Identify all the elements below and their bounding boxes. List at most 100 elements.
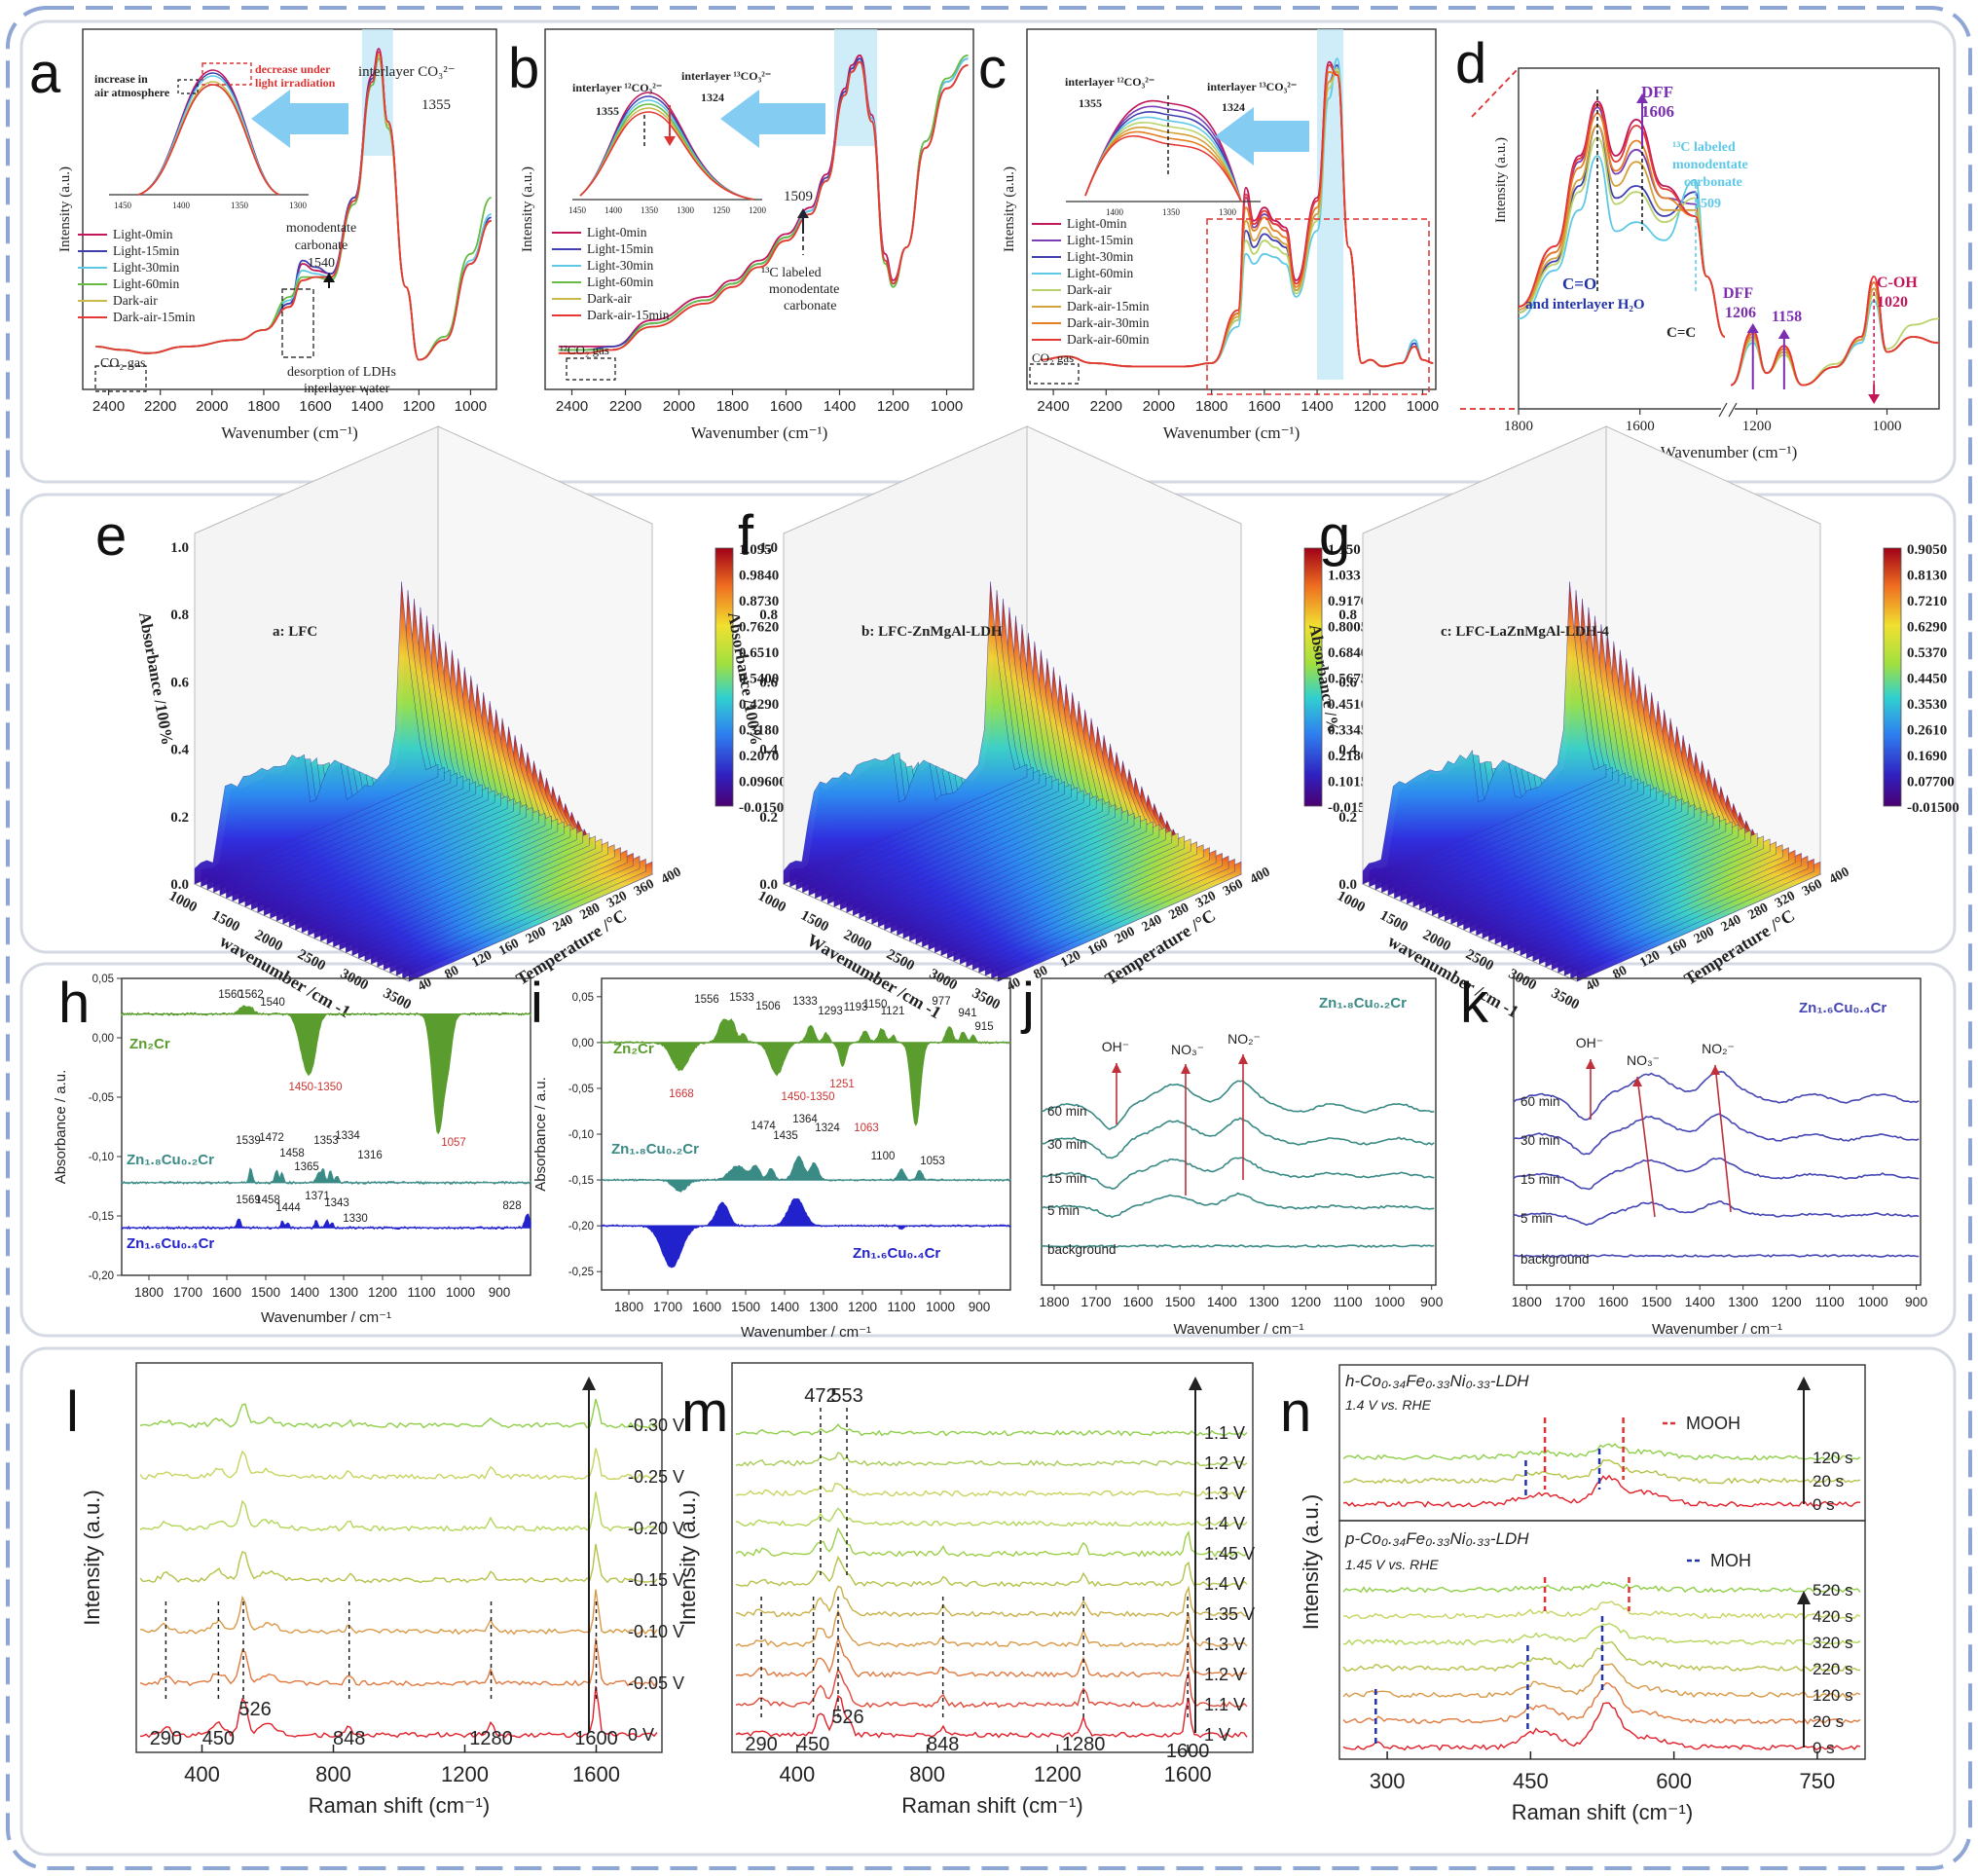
colorbar-label: 0.2180	[1328, 749, 1368, 764]
y-tick-label: 0.8	[759, 607, 778, 623]
inset-tick-label: 1400	[172, 201, 191, 210]
trace-label: 1.4 V	[1204, 1574, 1245, 1594]
annotation: 1158	[1772, 309, 1802, 325]
x-tick-label: 800	[315, 1762, 351, 1786]
y-tick-label: 0.6	[1338, 675, 1357, 690]
t-tick-label: 40	[416, 975, 434, 995]
inset-tick-label: 1200	[749, 205, 767, 215]
annotation: ¹³C labeled	[1672, 140, 1736, 155]
x-tick-label: 1400	[824, 398, 856, 415]
trace-label: -0.15 V	[628, 1570, 684, 1590]
zoom-guide	[1471, 67, 1520, 118]
panel-c-frame	[1026, 28, 1437, 390]
y-tick-label: 0,00	[572, 1038, 594, 1049]
guide-arrow-head	[1238, 1054, 1248, 1064]
peak-label: 941	[958, 1008, 976, 1019]
trace-label: 5 min	[1520, 1211, 1553, 1226]
inset-tick-label: 1350	[1162, 207, 1181, 217]
peak-label: 1560	[218, 989, 243, 1001]
trace-label: 15 min	[1047, 1171, 1087, 1186]
colorbar-label: 1.095	[739, 542, 772, 558]
series-label: Zn₁.₆Cu₀.₄Cr	[853, 1245, 940, 1262]
annotation: light irradiation	[255, 76, 336, 90]
series-label: Zn₁.₈Cu₀.₂Cr	[127, 1152, 214, 1168]
peak-label: 1472	[259, 1132, 284, 1144]
y-tick-label: 0.2	[170, 810, 189, 826]
trace-label: 0 V	[628, 1725, 654, 1745]
y-tick-label: 0.0	[759, 877, 778, 893]
x-tick-label: 1600	[770, 398, 802, 415]
x-tick-label: 2200	[144, 398, 176, 415]
colorbar-label: 0.5370	[1907, 645, 1947, 661]
panel-b-frame	[544, 28, 974, 390]
y-tick-label: -0,05	[568, 1084, 594, 1095]
x-tick-label: 1200	[848, 1300, 877, 1314]
x-tick-label: 1600	[299, 398, 331, 415]
annotation: monodentate	[1672, 158, 1748, 172]
x-tick-label: 1700	[653, 1300, 682, 1314]
panel-a-frame	[82, 28, 497, 390]
x-tick-label: 900	[969, 1300, 991, 1314]
trace-label: 30 min	[1047, 1137, 1087, 1152]
trace	[1342, 1702, 1861, 1751]
x-tick-label: 1800	[614, 1300, 643, 1314]
legend-entry: Light-15min	[587, 241, 653, 256]
x-tick-label: 2400	[1037, 398, 1069, 415]
panel-letter-h: h	[58, 972, 90, 1035]
colorbar-label: 0.09600	[739, 775, 787, 791]
x-tick-label: 300	[1370, 1769, 1406, 1793]
x-tick-label: 1600	[692, 1300, 721, 1314]
x-tick-label: 1800	[1195, 398, 1227, 415]
annotation: carbonate	[1684, 175, 1742, 190]
annotation: 1509	[784, 189, 813, 204]
y-axis-label: Absorbance / a.u.	[532, 1077, 549, 1192]
peak-label: 1556	[694, 994, 719, 1006]
peak-label: 1150	[863, 999, 888, 1011]
x-axis-label: Wavenumber / cm⁻¹	[741, 1324, 871, 1341]
x-tick-label: 750	[1800, 1769, 1836, 1793]
x-tick-label: 1600	[212, 1285, 241, 1300]
peak-label: 1435	[773, 1130, 798, 1142]
x-tick-label: 1000	[446, 1285, 475, 1300]
trace	[736, 1423, 1248, 1437]
x-tick-label: 1000	[1873, 419, 1902, 434]
inset-tick-label: 1250	[713, 205, 731, 215]
trace	[1342, 1474, 1861, 1508]
x-tick-label: 1500	[731, 1300, 760, 1314]
outer-frame	[6, 6, 1972, 1870]
trace-label: 1.1 V	[1204, 1695, 1245, 1714]
inset-curve	[1084, 121, 1242, 202]
x-tick-label: 1200	[1742, 419, 1772, 434]
y-tick-label: 0.4	[170, 743, 189, 758]
colorbar	[714, 547, 734, 807]
x-tick-label: 400	[184, 1762, 220, 1786]
guide-arrow-head	[1112, 1063, 1121, 1073]
x-tick-label: 1800	[1504, 419, 1533, 434]
panel-letter-i: i	[531, 972, 543, 1035]
x-tick-label: 1300	[1728, 1294, 1758, 1309]
annotation: carbonate	[295, 239, 348, 253]
dashed-box	[1029, 363, 1080, 385]
trace	[735, 1609, 1248, 1648]
x-tick-label: 2400	[92, 398, 125, 415]
panel-letter-d: d	[1455, 32, 1486, 95]
colorbar	[1303, 547, 1323, 807]
trace-label: background	[1520, 1252, 1590, 1267]
legend-entry: Dark-air-15min	[113, 310, 196, 324]
trace-label: 0 s	[1813, 1495, 1835, 1514]
peak-label: 1474	[751, 1121, 776, 1132]
panel-letter-l: l	[66, 1380, 79, 1444]
peak-arrow-head	[797, 208, 809, 218]
x-axis-label: Raman shift (cm⁻¹)	[1512, 1800, 1693, 1824]
trace	[735, 1694, 1248, 1739]
legend-entry: Dark-air-60min	[1067, 332, 1150, 347]
zoom-box	[1206, 218, 1430, 395]
colorbar-label: 0.2610	[1907, 723, 1947, 739]
panel-letter-g: g	[1319, 504, 1350, 568]
peak-label: 526	[238, 1699, 271, 1720]
colorbar-label: 0.4290	[739, 697, 779, 713]
x-tick-label: 1200	[441, 1762, 489, 1786]
peak-label: 1364	[792, 1114, 818, 1125]
area-Zn₂Cr	[601, 1018, 1011, 1126]
peak-label: 977	[932, 996, 950, 1008]
